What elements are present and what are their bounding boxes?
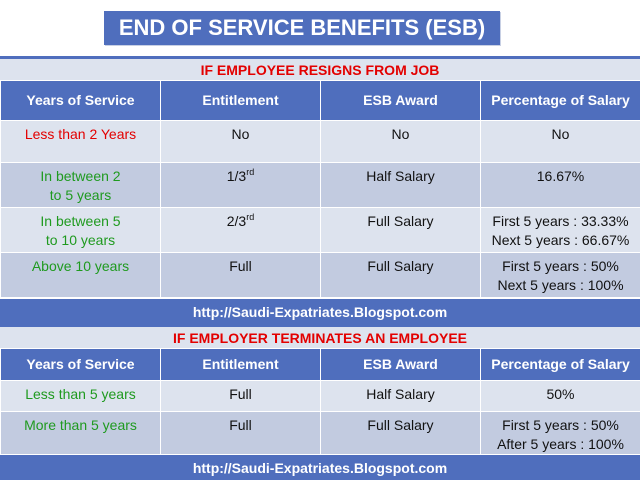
column-header: Percentage of Salary	[480, 80, 640, 121]
divider	[0, 56, 640, 59]
column-header: ESB Award	[320, 348, 481, 381]
table-row: Less than 5 years Full Half Salary 50%	[0, 380, 640, 412]
table-header-row: Years of Service Entitlement ESB Award P…	[0, 80, 640, 121]
entitlement-cell: Full	[160, 380, 321, 412]
award-cell: Full Salary	[320, 411, 481, 455]
column-header: ESB Award	[320, 80, 481, 121]
percentage-cell: First 5 years : 50% After 5 years : 100%	[480, 411, 640, 455]
section-resign-heading: IF EMPLOYEE RESIGNS FROM JOB	[0, 59, 640, 80]
entitlement-cell: Full	[160, 252, 321, 298]
service-cell: Less than 2 Years	[0, 120, 161, 163]
percentage-cell: No	[480, 120, 640, 163]
table-row: More than 5 years Full Full Salary First…	[0, 411, 640, 455]
award-cell: Half Salary	[320, 380, 481, 412]
award-cell: Full Salary	[320, 207, 481, 253]
column-header: Percentage of Salary	[480, 348, 640, 381]
section-terminate-heading: IF EMPLOYER TERMINATES AN EMPLOYEE	[0, 327, 640, 348]
blog-url-footer[interactable]: http://Saudi-Expatriates.Blogspot.com	[0, 299, 640, 324]
column-header: Years of Service	[0, 80, 161, 121]
terminate-table: Years of Service Entitlement ESB Award P…	[0, 348, 640, 455]
service-cell: Less than 5 years	[0, 380, 161, 412]
entitlement-cell: No	[160, 120, 321, 163]
table-row: In between 2 to 5 years 1/3rd Half Salar…	[0, 162, 640, 208]
entitlement-cell: 2/3rd	[160, 207, 321, 253]
column-header: Entitlement	[160, 80, 321, 121]
percentage-cell: 50%	[480, 380, 640, 412]
percentage-cell: 16.67%	[480, 162, 640, 208]
award-cell: Half Salary	[320, 162, 481, 208]
table-header-row: Years of Service Entitlement ESB Award P…	[0, 348, 640, 381]
page-title: END OF SERVICE BENEFITS (ESB)	[104, 11, 500, 45]
table-row: Above 10 years Full Full Salary First 5 …	[0, 252, 640, 298]
column-header: Years of Service	[0, 348, 161, 381]
divider	[0, 324, 640, 327]
percentage-cell: First 5 years : 33.33% Next 5 years : 66.…	[480, 207, 640, 253]
resign-table: Years of Service Entitlement ESB Award P…	[0, 80, 640, 298]
award-cell: No	[320, 120, 481, 163]
percentage-cell: First 5 years : 50% Next 5 years : 100%	[480, 252, 640, 298]
table-row: Less than 2 Years No No No	[0, 120, 640, 163]
service-cell: In between 2 to 5 years	[0, 162, 161, 208]
blog-url-footer[interactable]: http://Saudi-Expatriates.Blogspot.com	[0, 455, 640, 480]
service-cell: More than 5 years	[0, 411, 161, 455]
service-cell: In between 5 to 10 years	[0, 207, 161, 253]
entitlement-cell: 1/3rd	[160, 162, 321, 208]
table-row: In between 5 to 10 years 2/3rd Full Sala…	[0, 207, 640, 253]
entitlement-cell: Full	[160, 411, 321, 455]
column-header: Entitlement	[160, 348, 321, 381]
award-cell: Full Salary	[320, 252, 481, 298]
service-cell: Above 10 years	[0, 252, 161, 298]
